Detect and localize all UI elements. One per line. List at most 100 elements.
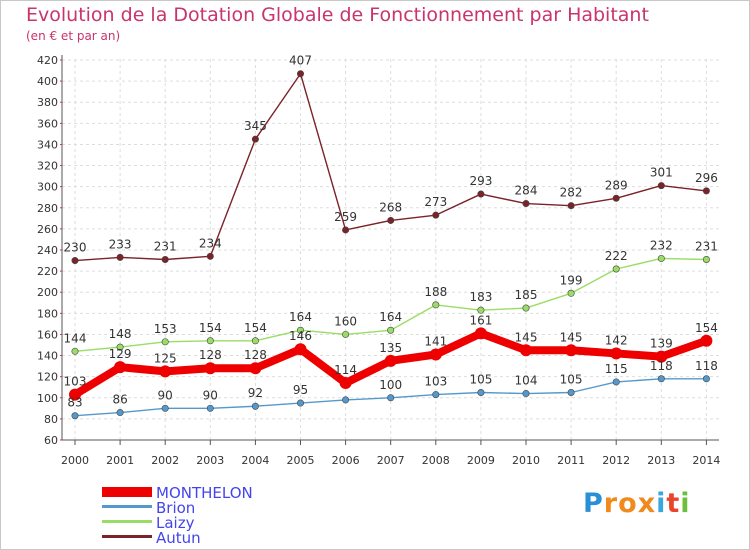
data-label-autun: 407 bbox=[289, 54, 312, 68]
data-label-laizy: 154 bbox=[244, 321, 267, 335]
axes: 60 80 100 120 140 160 180 200 220 240 260 280 300 320… bbox=[37, 54, 720, 467]
data-point-autun bbox=[567, 202, 575, 210]
data-point-autun bbox=[296, 70, 304, 78]
series bbox=[69, 70, 713, 420]
data-point-autun bbox=[387, 216, 395, 224]
data-label-monthelon: 129 bbox=[109, 347, 132, 361]
data-label-autun: 273 bbox=[424, 195, 447, 209]
data-point-autun bbox=[342, 226, 350, 234]
data-label-laizy: 153 bbox=[154, 322, 177, 336]
data-point-brion bbox=[161, 404, 169, 412]
data-label-monthelon: 135 bbox=[379, 341, 402, 355]
x-tick-label: 2003 bbox=[196, 454, 224, 467]
y-tick-label: 420 bbox=[37, 54, 58, 67]
data-point-laizy bbox=[477, 306, 485, 314]
data-label-laizy: 232 bbox=[650, 238, 673, 252]
x-tick-label: 2001 bbox=[106, 454, 134, 467]
data-point-laizy bbox=[296, 326, 304, 334]
x-tick-label: 2002 bbox=[151, 454, 179, 467]
y-tick-label: 200 bbox=[37, 286, 58, 299]
x-tick-label: 2011 bbox=[557, 454, 585, 467]
data-point-autun bbox=[206, 252, 214, 260]
data-label-brion: 118 bbox=[695, 359, 718, 373]
data-label-laizy: 164 bbox=[289, 310, 312, 324]
x-tick-label: 2010 bbox=[512, 454, 540, 467]
x-tick-label: 2004 bbox=[241, 454, 269, 467]
data-label-laizy: 222 bbox=[605, 249, 628, 263]
data-label-autun: 259 bbox=[334, 210, 357, 224]
data-point-autun bbox=[71, 257, 79, 265]
x-tick-label: 2014 bbox=[692, 454, 720, 467]
y-tick-label: 360 bbox=[37, 117, 58, 130]
legend-swatch-monthelon bbox=[102, 487, 152, 497]
data-label-autun: 296 bbox=[695, 171, 718, 185]
data-label-autun: 268 bbox=[379, 200, 402, 214]
data-label-laizy: 164 bbox=[379, 310, 402, 324]
logo-letter: t bbox=[666, 488, 681, 519]
data-label-monthelon: 125 bbox=[154, 351, 177, 365]
data-label-brion: 105 bbox=[469, 373, 492, 387]
data-label-autun: 282 bbox=[560, 186, 583, 200]
data-label-brion: 105 bbox=[560, 373, 583, 387]
y-tick-label: 60 bbox=[44, 434, 58, 447]
data-point-laizy bbox=[161, 338, 169, 346]
data-point-brion bbox=[387, 394, 395, 402]
data-point-autun bbox=[432, 211, 440, 219]
data-point-monthelon bbox=[520, 344, 532, 357]
data-point-laizy bbox=[251, 337, 259, 345]
data-label-brion: 90 bbox=[203, 388, 218, 402]
data-label-autun: 231 bbox=[154, 240, 177, 254]
data-point-monthelon bbox=[294, 343, 307, 356]
x-tick-label: 2009 bbox=[467, 454, 495, 467]
data-label-monthelon: 128 bbox=[199, 348, 222, 362]
data-label-brion: 103 bbox=[424, 375, 447, 389]
data-label-laizy: 144 bbox=[64, 331, 87, 345]
logo-letter: P bbox=[583, 488, 604, 519]
data-point-brion bbox=[251, 402, 259, 410]
data-point-brion bbox=[612, 378, 620, 386]
data-label-monthelon: 114 bbox=[334, 363, 357, 377]
data-point-laizy bbox=[657, 254, 665, 262]
y-tick-label: 280 bbox=[37, 202, 58, 215]
data-point-autun bbox=[116, 253, 124, 261]
legend-swatch-brion bbox=[102, 505, 152, 508]
data-point-autun bbox=[657, 182, 665, 190]
data-label-laizy: 231 bbox=[695, 240, 718, 254]
data-labels: 230 233 231 234 345 407 259 268 273 293 284 282 289 3… bbox=[64, 54, 718, 410]
data-label-autun: 284 bbox=[515, 184, 538, 198]
data-label-brion: 115 bbox=[605, 362, 628, 376]
data-label-monthelon: 139 bbox=[650, 337, 673, 351]
data-point-laizy bbox=[702, 255, 710, 263]
logo-letter: r bbox=[603, 488, 619, 519]
data-point-laizy bbox=[567, 289, 575, 297]
data-label-autun: 301 bbox=[650, 166, 673, 180]
data-point-brion bbox=[702, 375, 710, 383]
x-tick-label: 2006 bbox=[332, 454, 360, 467]
x-tick-label: 2005 bbox=[287, 454, 315, 467]
data-point-autun bbox=[161, 255, 169, 263]
x-tick-label: 2008 bbox=[422, 454, 450, 467]
data-label-laizy: 154 bbox=[199, 321, 222, 335]
data-point-brion bbox=[71, 412, 79, 420]
data-point-autun bbox=[702, 187, 710, 195]
x-tick-label: 2000 bbox=[61, 454, 89, 467]
data-point-laizy bbox=[387, 326, 395, 334]
y-tick-label: 220 bbox=[37, 265, 58, 278]
data-label-monthelon: 103 bbox=[64, 375, 87, 389]
data-point-monthelon bbox=[610, 347, 623, 360]
logo-letter: x bbox=[637, 488, 657, 519]
data-point-laizy bbox=[71, 347, 79, 355]
legend-label-monthelon: MONTHELON bbox=[156, 484, 253, 502]
data-label-monthelon: 128 bbox=[244, 348, 267, 362]
data-label-brion: 104 bbox=[515, 374, 538, 388]
data-point-laizy bbox=[612, 265, 620, 273]
data-point-brion bbox=[432, 391, 440, 399]
data-label-monthelon: 145 bbox=[560, 330, 583, 344]
data-label-monthelon: 142 bbox=[605, 333, 628, 347]
data-point-monthelon bbox=[429, 348, 442, 361]
logo-letter: i bbox=[656, 488, 667, 519]
data-point-monthelon bbox=[114, 361, 127, 374]
chart-title: Evolution de la Dotation Globale de Fonc… bbox=[26, 4, 649, 26]
data-point-monthelon bbox=[655, 350, 668, 363]
x-tick-label: 2007 bbox=[377, 454, 405, 467]
